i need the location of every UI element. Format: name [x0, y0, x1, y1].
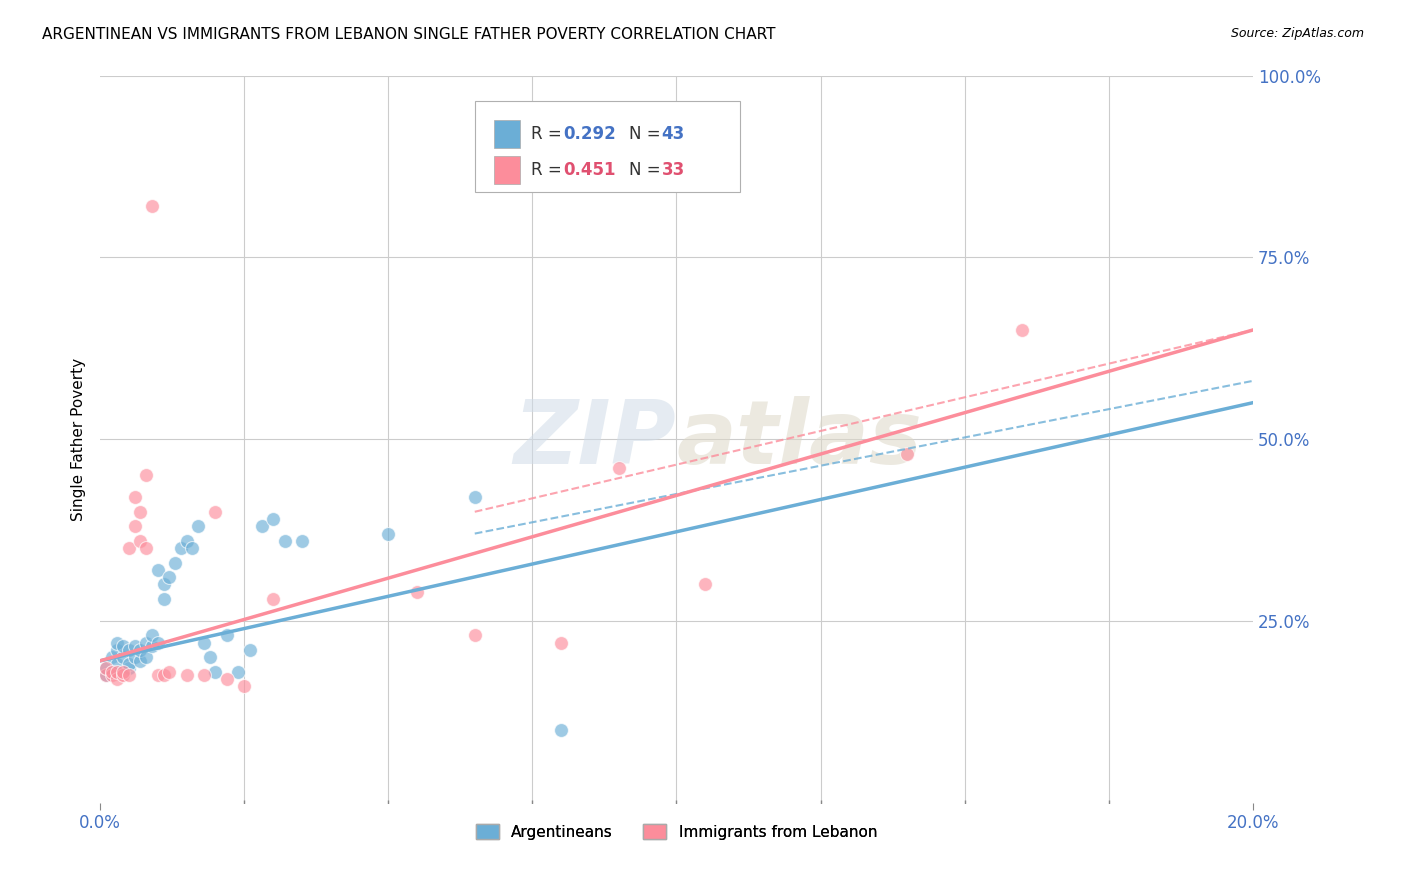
Text: ARGENTINEAN VS IMMIGRANTS FROM LEBANON SINGLE FATHER POVERTY CORRELATION CHART: ARGENTINEAN VS IMMIGRANTS FROM LEBANON S… [42, 27, 776, 42]
Point [124, 490, 146, 504]
Text: 0.292: 0.292 [564, 125, 616, 143]
Point [118, 541, 141, 555]
Text: atlas: atlas [676, 395, 922, 483]
Point [215, 672, 238, 686]
Point [157, 570, 180, 584]
Point [100, 665, 122, 679]
Point [176, 668, 198, 682]
Point [129, 505, 152, 519]
Point [94, 668, 117, 682]
Point [193, 635, 215, 649]
Point [377, 526, 399, 541]
Point [146, 668, 169, 682]
Point [107, 665, 129, 679]
Point [129, 533, 152, 548]
Point [141, 199, 163, 213]
Point [550, 723, 572, 737]
Point [124, 640, 146, 654]
Point [118, 643, 141, 657]
Point [464, 628, 486, 642]
Point [112, 665, 135, 679]
Point [100, 668, 122, 682]
Point [129, 643, 152, 657]
Point [124, 519, 146, 533]
Point [152, 592, 174, 607]
Text: 43: 43 [661, 125, 685, 143]
Point [94, 661, 117, 675]
Point [695, 577, 717, 591]
Point [107, 635, 129, 649]
Point [141, 640, 163, 654]
Point [896, 447, 918, 461]
Point [464, 490, 486, 504]
Text: ZIP: ZIP [513, 395, 676, 483]
Point [187, 519, 209, 533]
FancyBboxPatch shape [475, 101, 740, 192]
Point [118, 661, 141, 675]
Point [118, 668, 141, 682]
Point [129, 654, 152, 668]
Point [146, 563, 169, 577]
Point [124, 650, 146, 665]
Point [233, 679, 256, 693]
Point [406, 584, 429, 599]
Point [165, 556, 187, 570]
Point [94, 668, 117, 682]
Point [607, 461, 630, 475]
FancyBboxPatch shape [495, 120, 520, 147]
Point [262, 512, 284, 526]
Point [291, 533, 314, 548]
Point [228, 665, 250, 679]
Text: 33: 33 [661, 161, 685, 179]
Point [193, 668, 215, 682]
Point [152, 577, 174, 591]
Point [100, 665, 122, 679]
Point [152, 668, 174, 682]
Point [107, 672, 129, 686]
Point [239, 643, 262, 657]
Point [146, 635, 169, 649]
FancyBboxPatch shape [495, 156, 520, 184]
Text: Source: ZipAtlas.com: Source: ZipAtlas.com [1230, 27, 1364, 40]
Point [107, 643, 129, 657]
Point [112, 668, 135, 682]
Text: R =: R = [531, 125, 567, 143]
Point [118, 657, 141, 672]
Point [135, 650, 157, 665]
Point [135, 468, 157, 483]
Text: N =: N = [630, 125, 666, 143]
Point [215, 628, 238, 642]
Point [204, 505, 226, 519]
Point [141, 628, 163, 642]
Legend: Argentineans, Immigrants from Lebanon: Argentineans, Immigrants from Lebanon [470, 818, 883, 846]
Point [181, 541, 204, 555]
Point [273, 533, 295, 548]
Text: R =: R = [531, 161, 567, 179]
Point [550, 635, 572, 649]
Point [135, 541, 157, 555]
Point [100, 650, 122, 665]
Text: N =: N = [630, 161, 666, 179]
Point [170, 541, 193, 555]
Point [135, 635, 157, 649]
Point [112, 650, 135, 665]
Point [107, 657, 129, 672]
Point [94, 661, 117, 675]
Point [262, 592, 284, 607]
Point [1011, 323, 1033, 337]
Point [204, 665, 226, 679]
Point [112, 640, 135, 654]
Text: 0.451: 0.451 [564, 161, 616, 179]
Y-axis label: Single Father Poverty: Single Father Poverty [72, 358, 86, 521]
Point [250, 519, 273, 533]
Point [157, 665, 180, 679]
Point [198, 650, 221, 665]
Point [176, 533, 198, 548]
